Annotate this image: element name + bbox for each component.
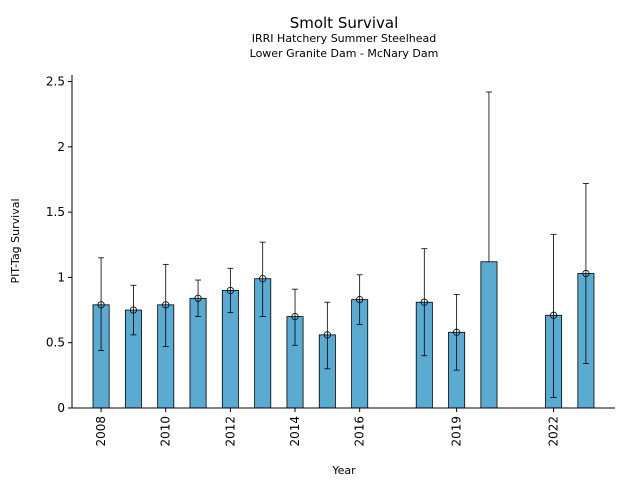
point-marker-2012 [226,286,234,295]
y-tick-label: 1 [57,270,65,284]
y-axis-ticks: 0 0.5 1 1.5 2 2.5 [46,75,72,415]
point-marker-2018 [420,298,428,306]
y-axis-label: PIT-Tag Survival [9,198,22,283]
y-tick-label: 0.5 [46,336,65,350]
y-tick-label: 1.5 [46,205,65,219]
bar-group-2012 [221,267,239,409]
x-tick-label: 2019 [450,416,464,447]
point-marker-2023 [582,269,590,278]
bar-group-2022 [545,233,563,409]
bar-group-2018 [415,248,433,409]
bar-group-2015 [318,301,336,409]
point-marker-2010 [162,301,170,309]
chart-subtitle-line-1: IRRI Hatchery Summer Steelhead [252,32,436,45]
plot-area [92,91,595,409]
x-axis-ticks: 2008 2010 2012 2014 2016 2019 2022 [94,408,561,447]
chart-title: Smolt Survival [290,14,399,32]
x-tick-label: 2010 [159,416,173,447]
point-marker-2013 [259,275,267,283]
bar-group-2013 [254,241,272,409]
bar-group-2009 [124,284,142,409]
y-tick-label: 2.5 [46,75,65,89]
x-tick-label: 2008 [94,416,108,447]
bar-2020 [480,261,498,409]
bar-group-2010 [157,263,175,409]
x-tick-label: 2022 [547,416,561,447]
point-marker-2015 [323,331,331,339]
point-marker-2016 [356,296,364,304]
bar-group-2014 [286,288,304,409]
point-marker-2009 [129,306,138,314]
y-tick-label: 0 [57,401,65,415]
bar-group-2023 [577,182,595,409]
x-tick-label: 2014 [288,416,302,447]
point-marker-2011 [194,294,202,302]
bar-group-2008 [92,257,110,409]
point-marker-2022 [549,311,558,319]
x-tick-label: 2016 [353,416,367,447]
point-marker-2019 [453,328,461,336]
point-marker-2008 [97,301,105,309]
chart-subtitle-line-2: Lower Granite Dam - McNary Dam [250,47,439,60]
y-tick-label: 2 [57,140,65,154]
bar-group-2020 [480,91,498,409]
bar-group-2016 [351,274,369,409]
point-marker-2014 [291,312,299,321]
bar-group-2019 [448,293,466,409]
bar-group-2011 [189,279,207,409]
x-tick-label: 2012 [223,416,237,447]
x-axis-label: Year [331,464,356,477]
